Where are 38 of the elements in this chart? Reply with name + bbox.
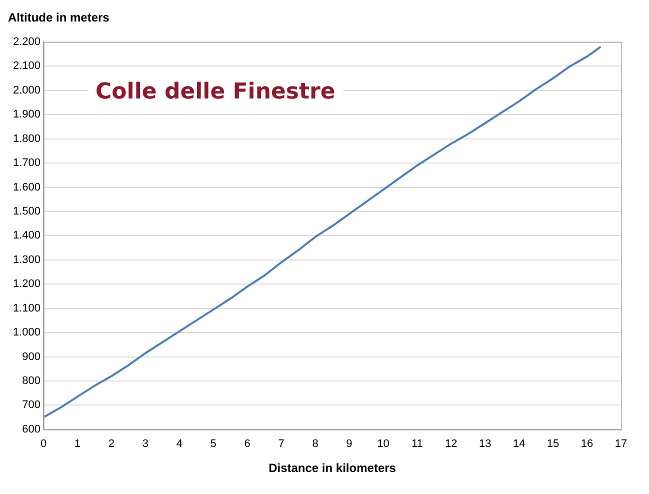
x-tick-label: 8 bbox=[312, 438, 318, 450]
y-tick-label: 1.000 bbox=[12, 326, 41, 339]
x-tick-label: 12 bbox=[445, 438, 458, 450]
x-tick-label: 0 bbox=[40, 438, 47, 450]
x-tick-label: 3 bbox=[142, 438, 148, 450]
y-tick-label: 600 bbox=[22, 423, 41, 436]
x-tick-label: 11 bbox=[411, 438, 423, 450]
text: Colle delle Finestre bbox=[96, 80, 336, 105]
y-tick-label: 1.900 bbox=[12, 108, 41, 121]
x-tick-label: 7 bbox=[278, 438, 284, 450]
x-tick-label: 1 bbox=[74, 438, 81, 450]
y-tick-label: 2.100 bbox=[12, 60, 41, 72]
x-tick-label: 16 bbox=[580, 438, 594, 450]
x-tick-label: 10 bbox=[377, 438, 390, 450]
x-tick-label: 4 bbox=[176, 438, 182, 450]
y-tick-label: 800 bbox=[22, 375, 41, 388]
y-tick-label: 2.200 bbox=[12, 36, 41, 48]
x-tick-label: 15 bbox=[546, 438, 560, 450]
y-tick-label: 1.800 bbox=[12, 132, 41, 145]
y-tick-label: 1.400 bbox=[12, 230, 41, 242]
x-tick-label: 6 bbox=[244, 438, 250, 450]
y-tick-label: 1.500 bbox=[12, 206, 41, 218]
x-tick-label: 5 bbox=[210, 438, 216, 450]
y-tick-label: 900 bbox=[22, 350, 41, 363]
y-tick-label: 1.700 bbox=[12, 157, 41, 170]
y-tick-label: 1.100 bbox=[12, 302, 41, 314]
y-tick-label: 1.300 bbox=[12, 254, 41, 266]
x-tick-label: 13 bbox=[479, 438, 492, 450]
y-axis-title: Altitude in meters bbox=[8, 10, 110, 24]
x-tick-label: 17 bbox=[614, 438, 628, 450]
x-axis-title: Distance in kilometers bbox=[268, 461, 396, 476]
x-tick-label: 9 bbox=[346, 438, 352, 450]
y-tick-label: 2.000 bbox=[12, 84, 41, 96]
y-tick-label: 1.600 bbox=[12, 181, 41, 194]
x-tick-label: 2 bbox=[108, 438, 115, 450]
y-tick-label: 1.200 bbox=[12, 278, 41, 290]
y-tick-label: 700 bbox=[22, 399, 41, 412]
x-tick-label: 14 bbox=[512, 438, 526, 450]
